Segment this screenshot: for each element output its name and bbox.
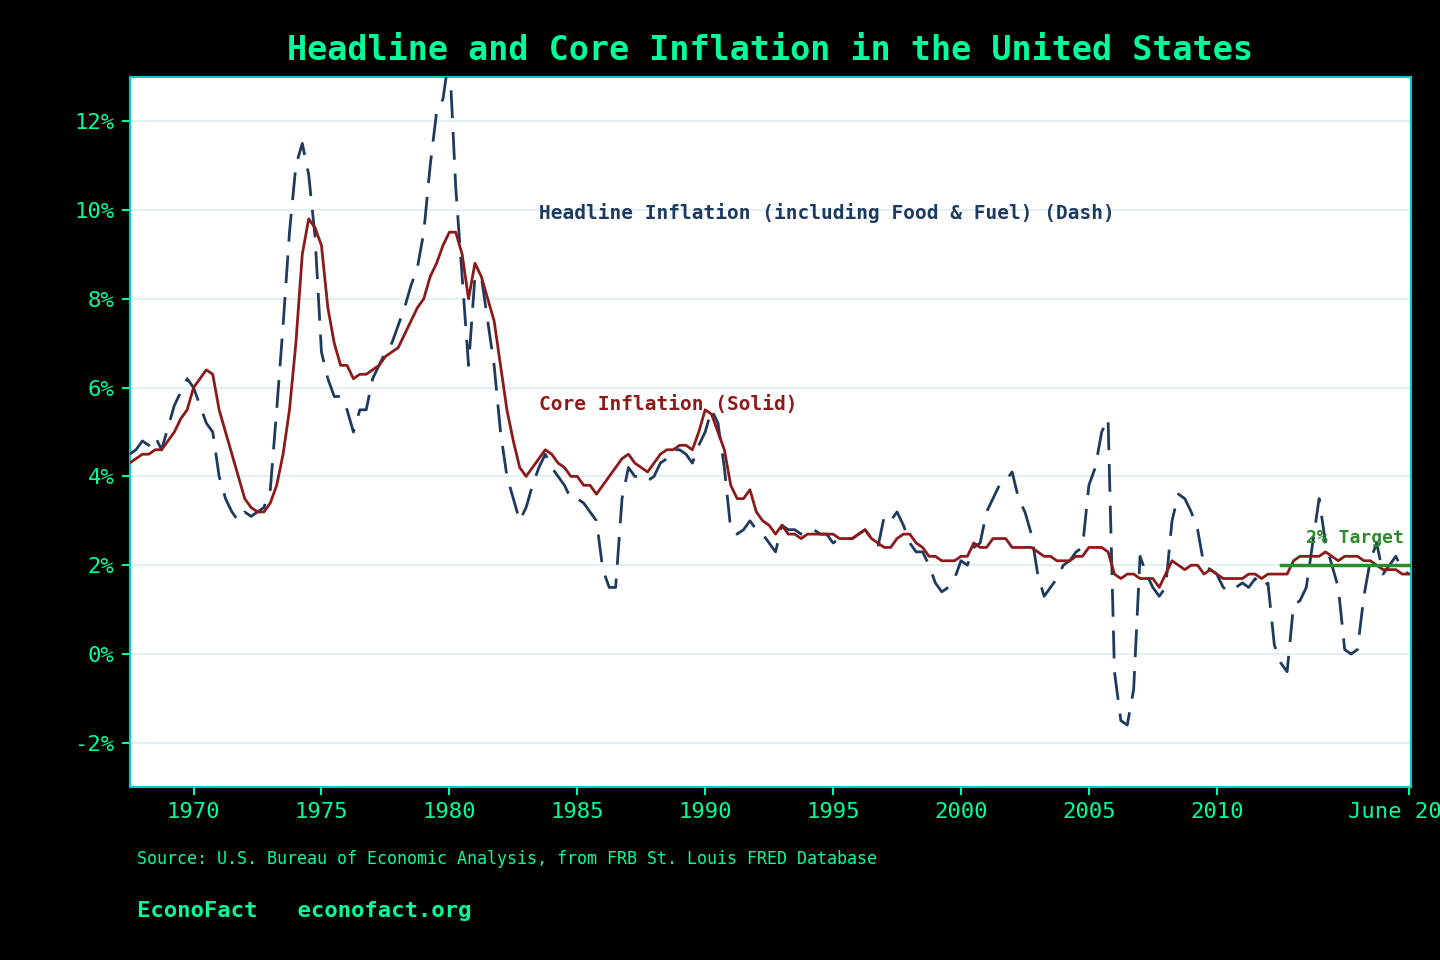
Text: EconoFact   econofact.org: EconoFact econofact.org: [137, 900, 471, 921]
Title: Headline and Core Inflation in the United States: Headline and Core Inflation in the Unite…: [288, 35, 1253, 67]
Text: 2% Target: 2% Target: [1306, 529, 1404, 547]
Text: Source: U.S. Bureau of Economic Analysis, from FRB St. Louis FRED Database: Source: U.S. Bureau of Economic Analysis…: [137, 850, 877, 868]
Text: Headline Inflation (including Food & Fuel) (Dash): Headline Inflation (including Food & Fue…: [539, 203, 1115, 223]
Text: Core Inflation (Solid): Core Inflation (Solid): [539, 395, 798, 414]
